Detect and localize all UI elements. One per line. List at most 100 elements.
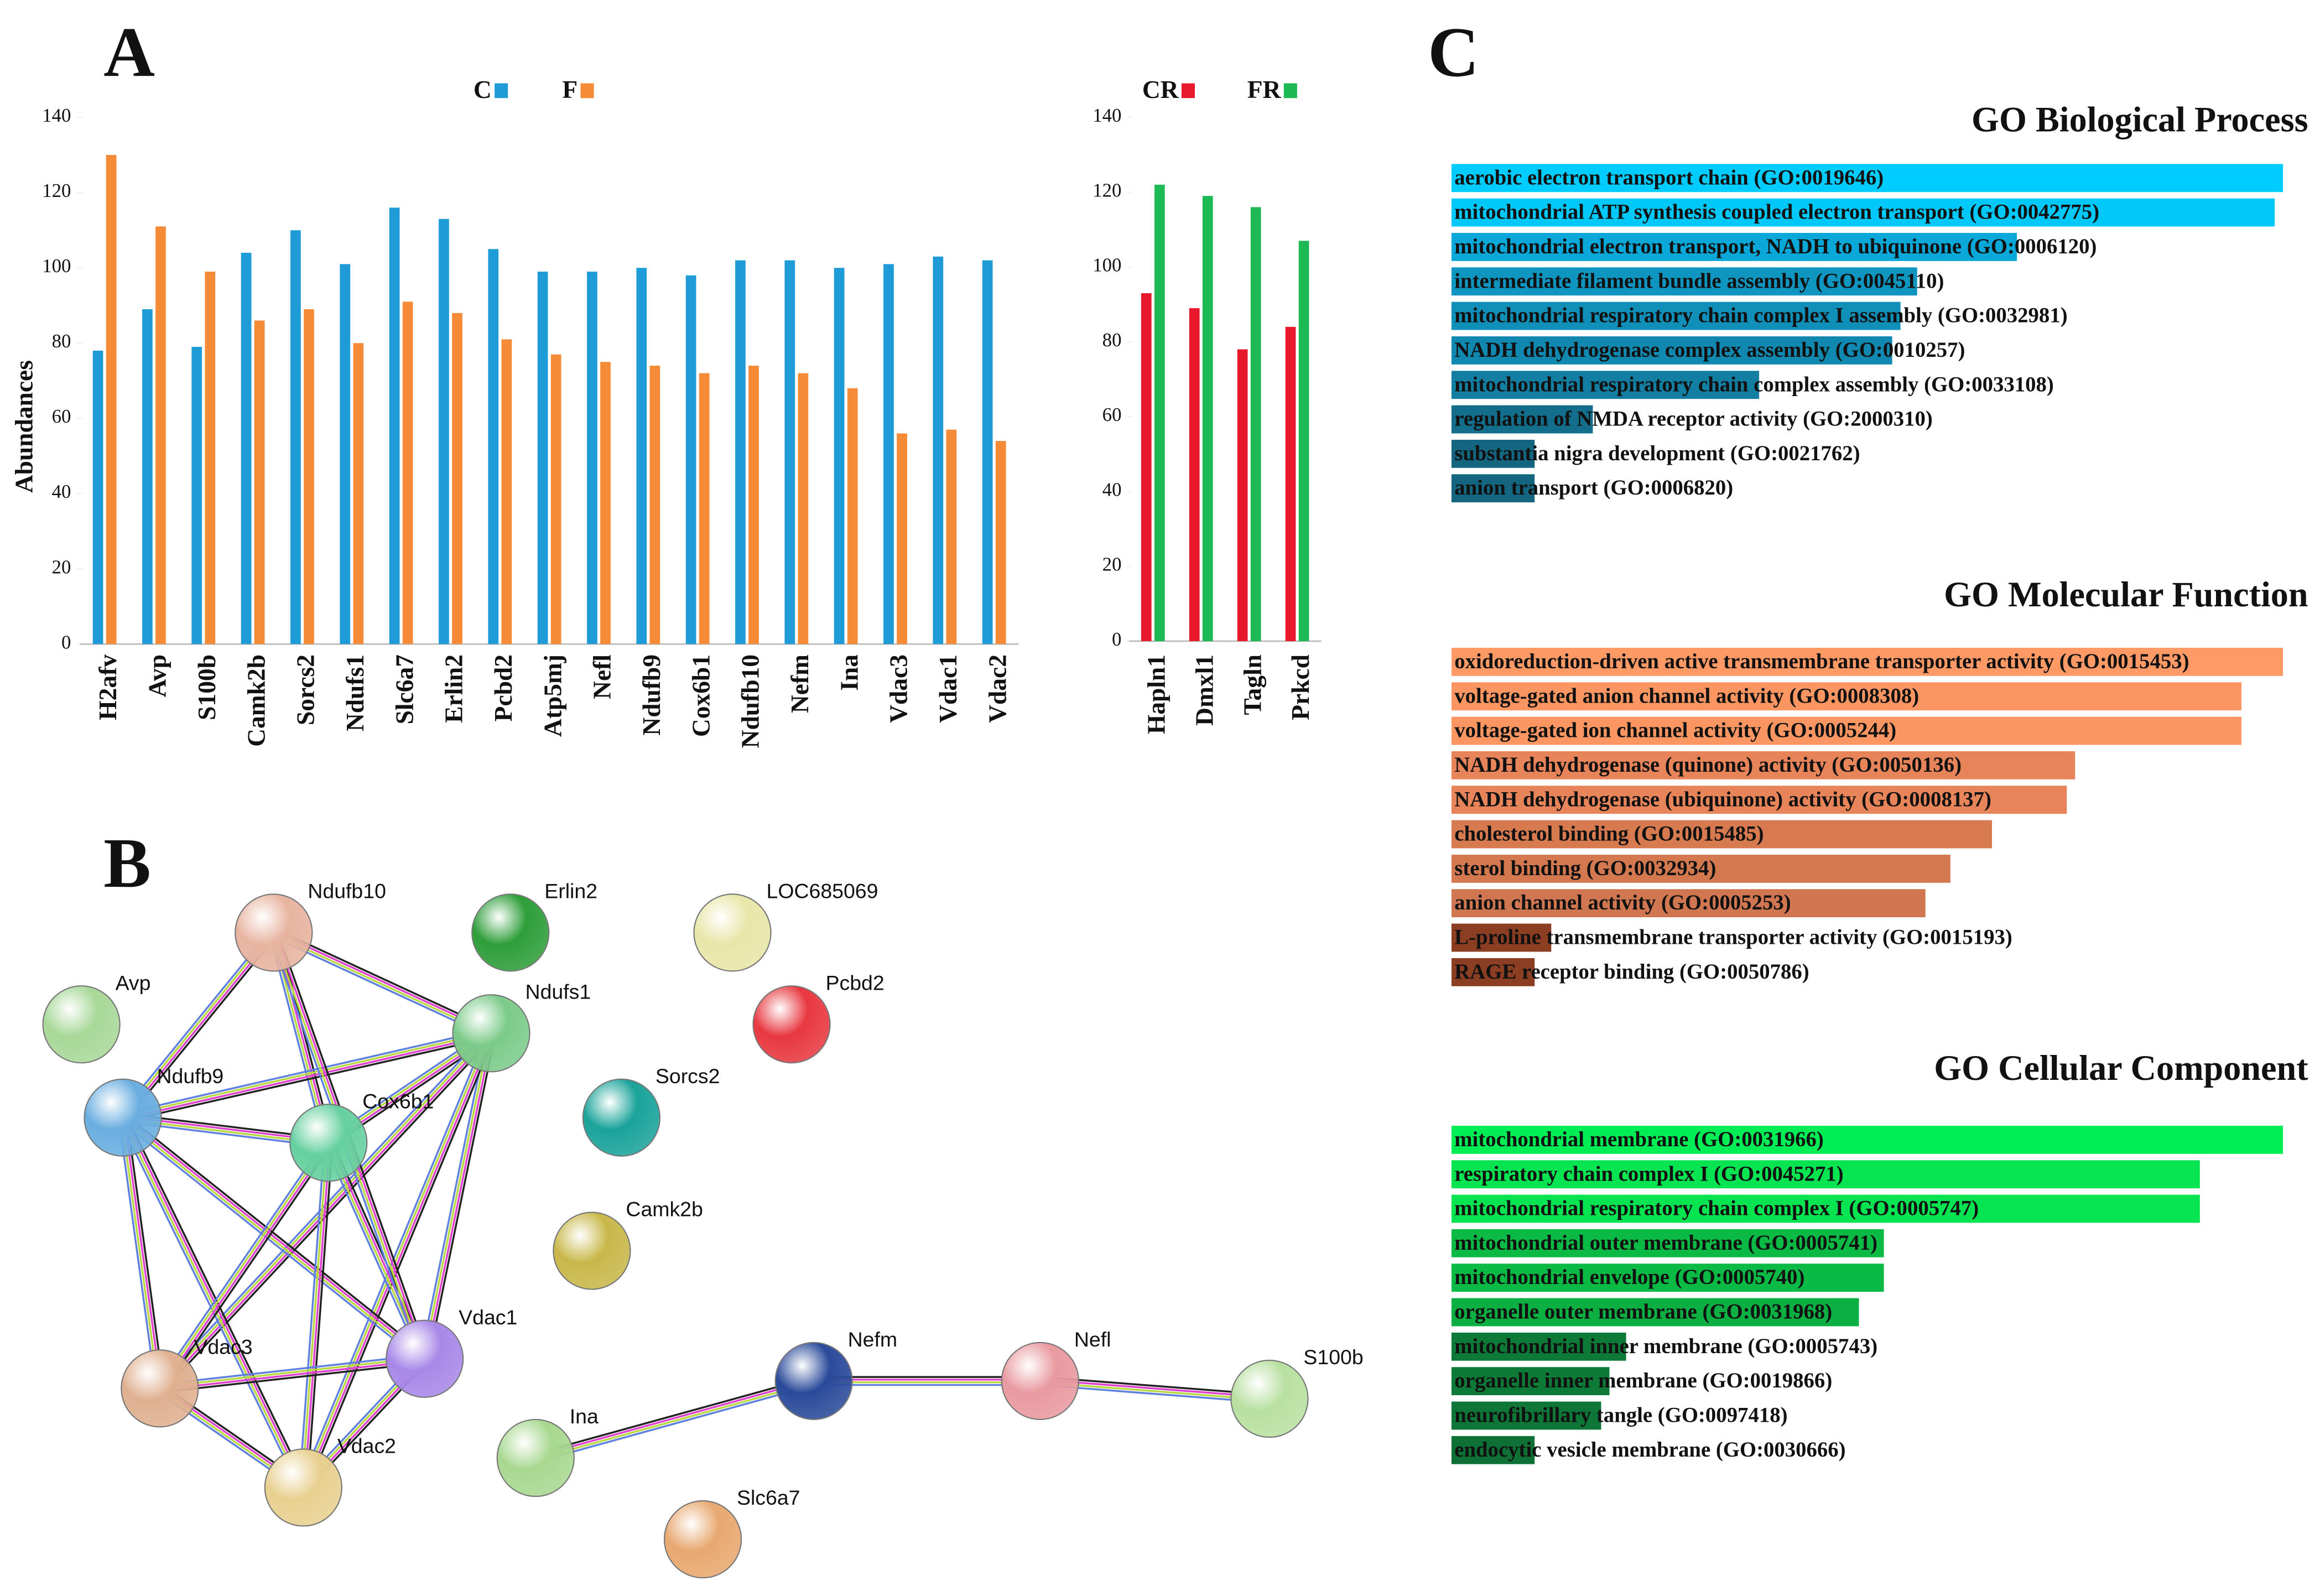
network-edge [122, 1031, 491, 1117]
node-label: Pcbd2 [826, 971, 885, 994]
x-tick-label: Hapln1 [1142, 654, 1170, 734]
network-node [693, 893, 772, 972]
bar [501, 339, 512, 644]
network-node [582, 1078, 661, 1157]
bar-label: mitochondrial inner membrane (GO:0005743… [1454, 1334, 1877, 1358]
bar [847, 388, 858, 644]
network-edge [123, 1036, 493, 1122]
y-tick-label: 20 [52, 556, 71, 578]
bar [402, 301, 413, 644]
network-edge [534, 1376, 813, 1455]
network-edge [273, 933, 491, 1036]
bar [537, 271, 548, 644]
panel-label: B [103, 824, 151, 902]
bar-label: substantia nigra development (GO:0021762… [1454, 441, 1860, 465]
legend-swatch [495, 83, 508, 98]
bar [488, 249, 499, 644]
x-tick-label: Camk2b [242, 654, 270, 747]
network-edge [126, 1117, 165, 1388]
x-tick-label: H2afv [93, 654, 122, 720]
network-edge [155, 1140, 326, 1387]
section-title: GO Cellular Component [1934, 1048, 2308, 1088]
network-node [452, 994, 530, 1073]
bar [946, 429, 957, 644]
legend-swatch [580, 83, 594, 98]
y-tick-label: 60 [52, 406, 71, 427]
bar-label: aerobic electron transport chain (GO:001… [1454, 165, 1884, 189]
node-label: Cox6b1 [362, 1089, 434, 1112]
network-edge [428, 1033, 496, 1360]
node-label: Erlin2 [544, 880, 597, 903]
bar [1451, 198, 2275, 227]
network-edge [121, 931, 274, 1117]
y-tick-label: 60 [1102, 404, 1122, 425]
network-edge [123, 1117, 162, 1389]
network-edge [536, 1384, 815, 1463]
bar-label: anion channel activity (GO:0005253) [1454, 891, 1791, 914]
bar [1451, 439, 1535, 468]
bar [1451, 405, 1593, 434]
y-tick-label: 120 [1093, 179, 1121, 201]
bar [1451, 1401, 1601, 1430]
bar [353, 343, 364, 644]
network-edge [162, 1144, 333, 1391]
bar-label: neurofibrillary tangle (GO:0097418) [1454, 1403, 1787, 1427]
bar-label: mitochondrial electron transport, NADH t… [1454, 235, 2097, 258]
network-edge [121, 1117, 425, 1361]
network-edge [306, 1034, 496, 1490]
legend-label: C [474, 75, 492, 103]
x-tick-label: Vdac1 [934, 654, 962, 723]
network-edge [160, 1361, 425, 1394]
bar [587, 271, 597, 644]
network-node [235, 893, 313, 972]
network-node [496, 1418, 575, 1498]
bar [205, 271, 216, 644]
bar [897, 433, 907, 644]
bar [241, 252, 252, 644]
network-node [386, 1319, 464, 1398]
network-node [42, 985, 121, 1064]
y-tick-label: 0 [61, 631, 71, 653]
bar [933, 256, 944, 644]
network-edge [422, 1032, 491, 1359]
bar-label: NADH dehydrogenase complex assembly (GO:… [1454, 338, 1965, 362]
network-edge [535, 1379, 814, 1458]
bar [995, 441, 1006, 644]
bar [636, 268, 647, 644]
network-edge [125, 1115, 308, 1486]
network-edge [162, 1035, 495, 1392]
x-tick-label: Vdac2 [983, 654, 1011, 723]
network-node [121, 1349, 199, 1428]
legend-swatch [1181, 83, 1195, 98]
bar [1451, 1229, 1884, 1257]
node-label: Sorcs2 [656, 1064, 720, 1088]
y-tick-label: 40 [1102, 479, 1122, 500]
bar-label: mitochondrial respiratory chain complex … [1454, 1197, 1979, 1220]
legend-label: CR [1142, 75, 1179, 103]
node-label: Ndufb9 [157, 1064, 224, 1088]
node-label: Nefm [848, 1328, 897, 1351]
bar [1451, 1264, 1884, 1292]
legend-swatch [1283, 83, 1297, 98]
bar [1451, 1160, 2200, 1189]
bar [290, 230, 301, 644]
network-edge [535, 1381, 815, 1460]
node-label: S100b [1303, 1345, 1363, 1369]
network-node [84, 1078, 162, 1157]
bar [1451, 1125, 2283, 1154]
section-title: GO Molecular Function [1944, 575, 2308, 614]
x-tick-label: Pcbd2 [489, 654, 517, 721]
x-tick-label: Cox6b1 [686, 654, 715, 737]
panel-label: C [1428, 13, 1479, 91]
bar [1451, 958, 1535, 986]
legend-label: F [562, 75, 578, 103]
x-tick-label: Sorcs2 [292, 654, 320, 725]
bar-label: cholesterol binding (GO:0015485) [1454, 822, 1764, 846]
bar-label: voltage-gated anion channel activity (GO… [1454, 684, 1919, 708]
bar-label: mitochondrial membrane (GO:0031966) [1454, 1127, 1824, 1151]
y-tick-label: 140 [1093, 105, 1121, 126]
network-node [553, 1212, 631, 1290]
y-tick-label: 120 [42, 180, 71, 201]
x-tick-label: Vdac3 [885, 654, 913, 723]
bar-label: L-proline transmembrane transporter acti… [1454, 926, 2012, 949]
